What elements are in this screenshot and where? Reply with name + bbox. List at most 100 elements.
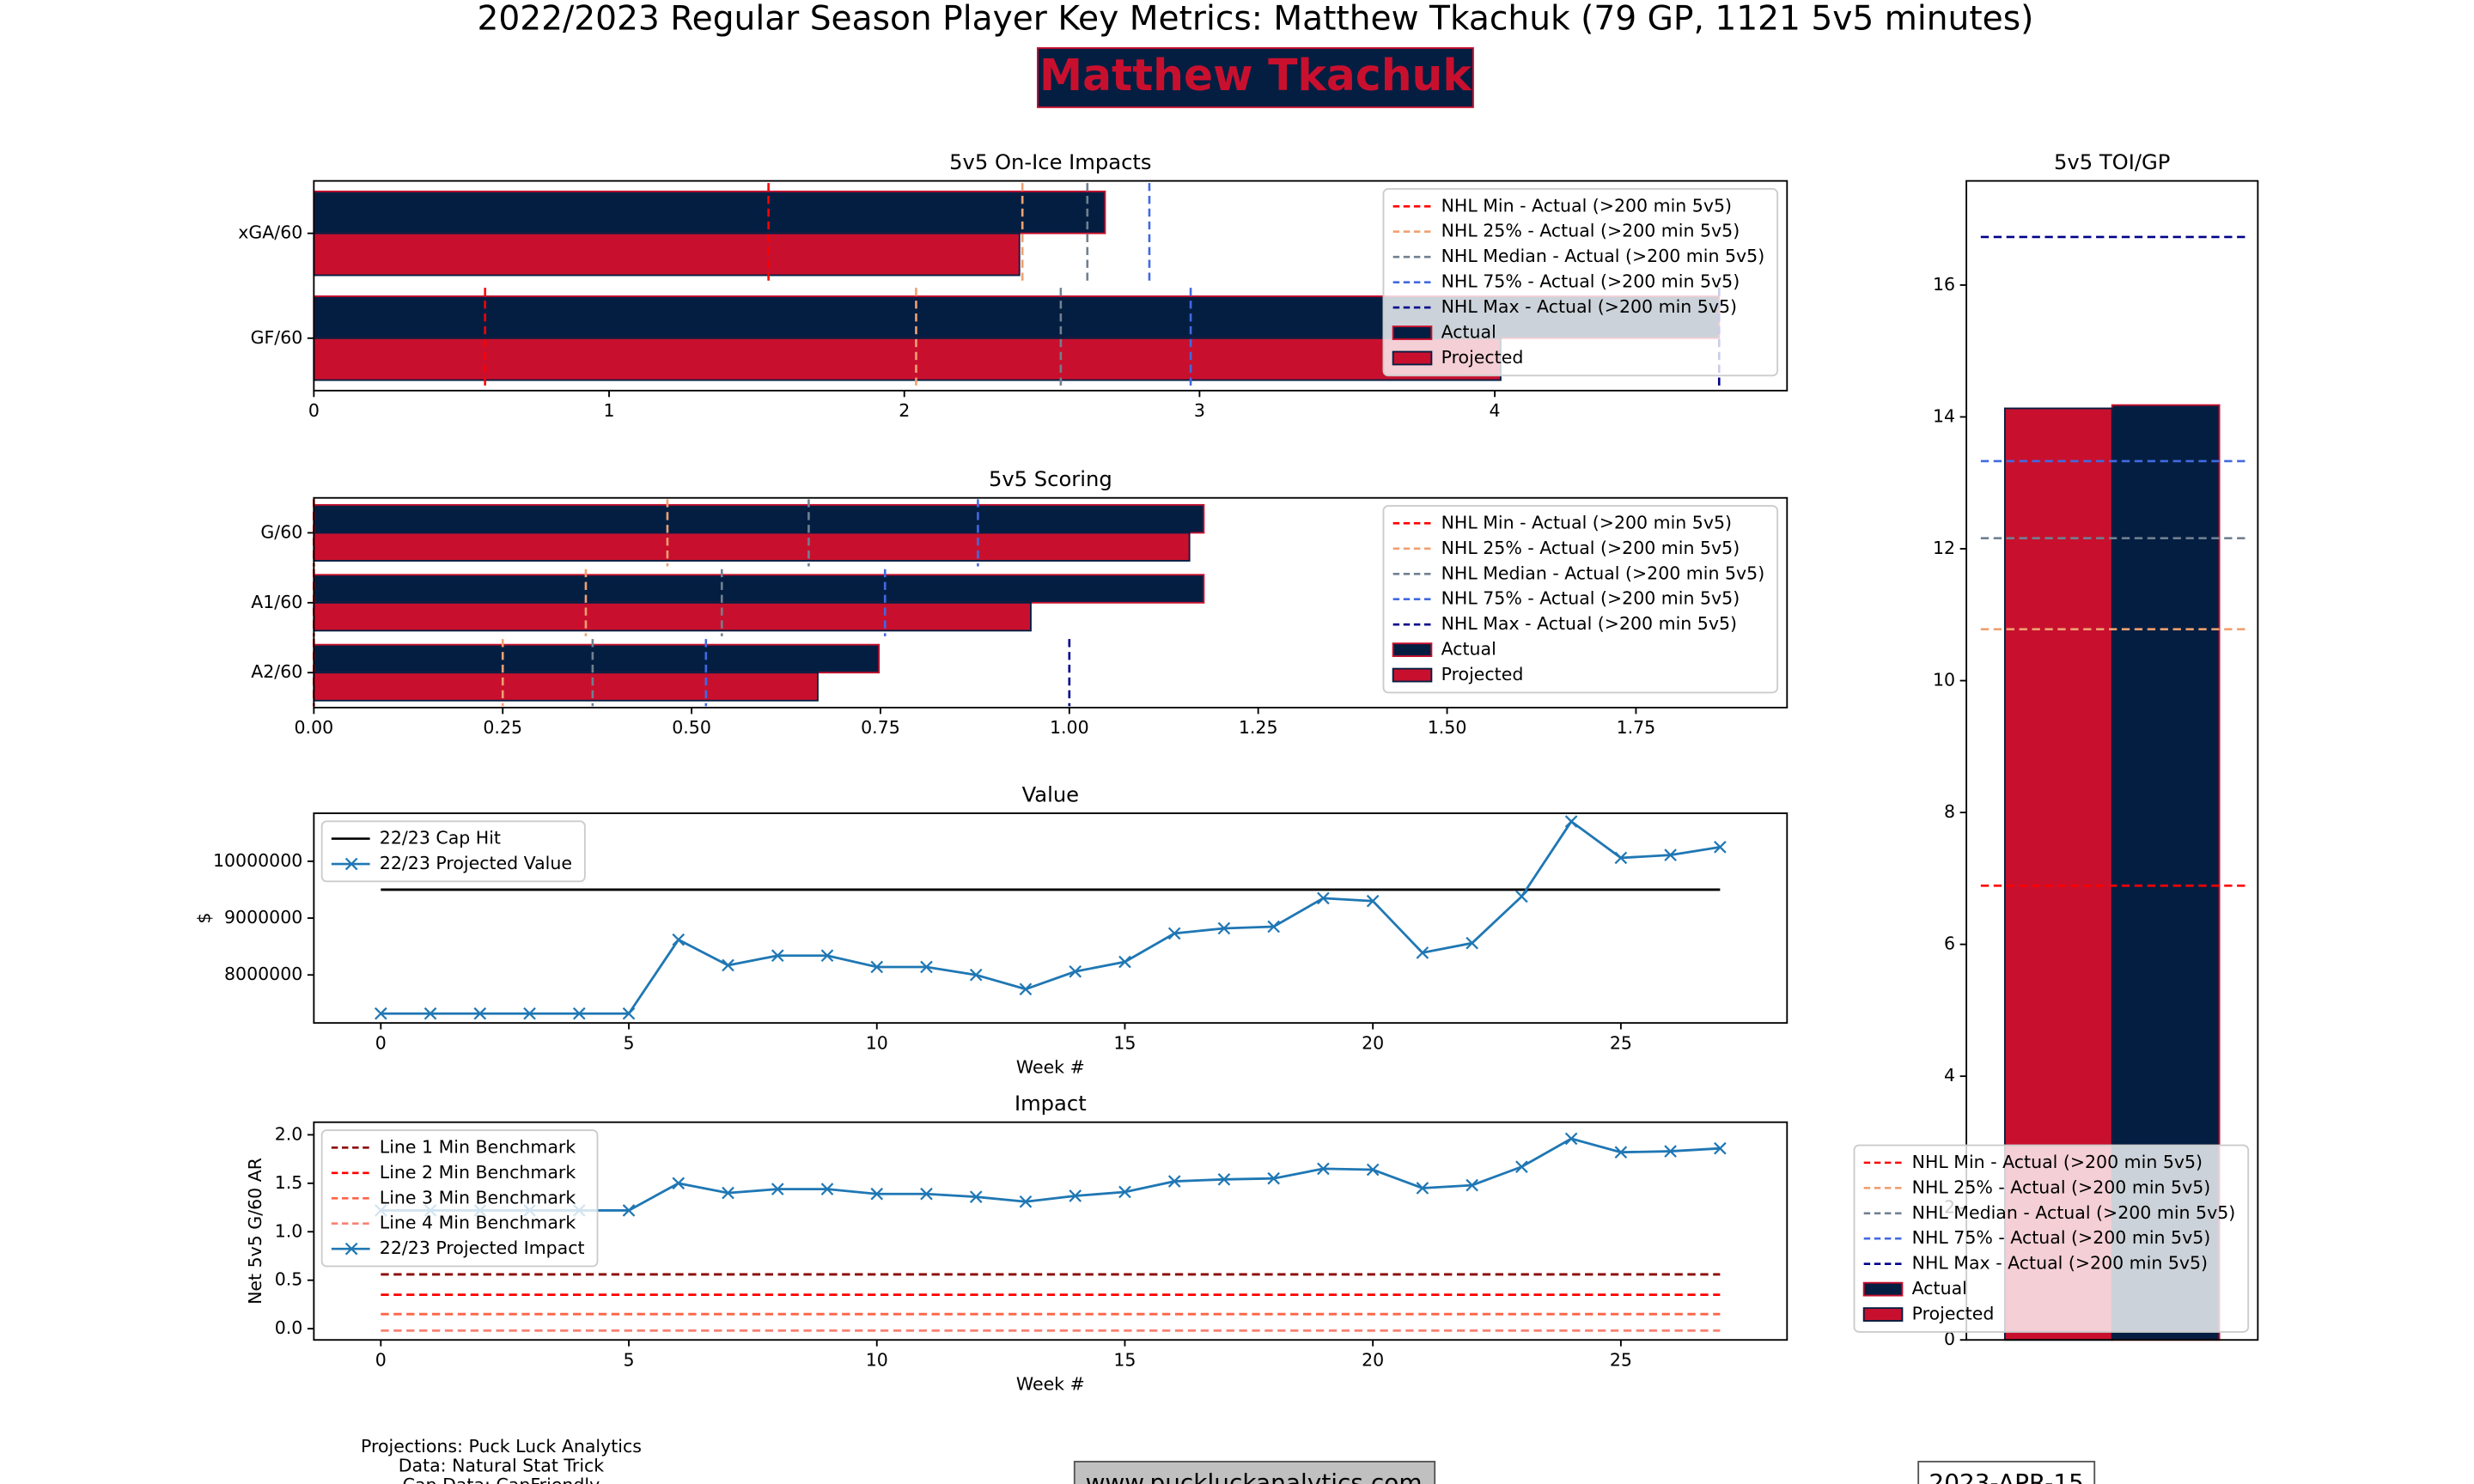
x-tick-label: 5 (624, 1032, 635, 1053)
legend-swatch (1862, 1281, 1904, 1297)
point-marker (1019, 982, 1033, 996)
bar (313, 232, 1021, 277)
plot-frame (313, 179, 1788, 392)
point-marker (622, 1007, 636, 1020)
legend-label: NHL Min - Actual (>200 min 5v5) (1441, 195, 1732, 216)
point-marker (1515, 1160, 1528, 1173)
credit: Data: Natural Stat Trick (399, 1455, 605, 1475)
credit: Projections: Puck Luck Analytics (361, 1436, 642, 1457)
legend-label: NHL 25% - Actual (>200 min 5v5) (1441, 221, 1740, 241)
website: www.puckluckanalytics.com (1086, 1469, 1423, 1484)
date: 2023-APR-15 (1929, 1469, 2084, 1484)
legend-swatch (1392, 642, 1433, 658)
point-marker (1714, 1141, 1727, 1155)
bar (313, 532, 1191, 562)
bar (313, 503, 1205, 534)
legend-box (320, 1129, 599, 1268)
y-tick-label: 14 (1933, 405, 1955, 426)
y-tick-label: 0.5 (275, 1269, 303, 1290)
legend-label: NHL Median - Actual (>200 min 5v5) (1441, 246, 1765, 266)
legend-label: Actual (1912, 1278, 1967, 1298)
x-tick-label: 0 (375, 1032, 387, 1053)
subtitle: Matthew Tkachuk (1039, 50, 1472, 100)
legend-label: NHL Min - Actual (>200 min 5v5) (1441, 512, 1732, 532)
point-marker (424, 1007, 437, 1020)
date-box (1917, 1460, 2096, 1484)
y-tick-label: 6 (1944, 934, 1955, 954)
bar (313, 601, 1032, 632)
legend-label: NHL Max - Actual (>200 min 5v5) (1441, 296, 1737, 317)
point-marker (1217, 921, 1231, 935)
y-tick-label: 9000000 (224, 907, 302, 928)
legend-label: NHL 75% - Actual (>200 min 5v5) (1441, 588, 1740, 609)
legend-label: NHL Max - Actual (>200 min 5v5) (1912, 1253, 2208, 1274)
point-marker (1317, 891, 1330, 905)
y-tick-label: 0.0 (275, 1317, 303, 1338)
chart-title: 5v5 On-Ice Impacts (949, 150, 1151, 174)
point-marker (1217, 1172, 1231, 1186)
y-tick-label: 0 (1944, 1329, 1955, 1349)
point-marker (870, 1187, 884, 1201)
x-tick-label: 10 (866, 1032, 888, 1053)
plot-frame (313, 1121, 1788, 1341)
point-marker (969, 1190, 983, 1203)
legend-label: 22/23 Projected Impact (380, 1238, 585, 1258)
x-tick-label: 15 (1113, 1032, 1136, 1053)
bar (313, 190, 1106, 234)
legend-label: Projected (1441, 347, 1524, 368)
point-marker (1267, 920, 1280, 934)
bar (313, 337, 1502, 381)
legend-label: Projected (1441, 664, 1524, 684)
legend-label: Line 4 Min Benchmark (380, 1213, 576, 1233)
y-tick-label: G/60 (260, 521, 302, 542)
legend-label: Line 2 Min Benchmark (380, 1162, 576, 1183)
y-tick-label: 2.0 (275, 1123, 303, 1144)
x-tick-label: 10 (866, 1349, 888, 1370)
legend-label: NHL Median - Actual (>200 min 5v5) (1441, 563, 1765, 583)
legend-swatch (1392, 325, 1433, 340)
point-marker (722, 1186, 734, 1200)
point-marker (1069, 1189, 1082, 1202)
x-tick-label: 0 (308, 400, 320, 421)
point-marker (1564, 815, 1578, 828)
legend-swatch (1392, 350, 1433, 366)
x-tick-label: 4 (1490, 400, 1501, 421)
legend-box (1853, 1144, 2250, 1333)
point-marker (1664, 848, 1677, 861)
legend-swatch (1862, 1307, 1904, 1322)
y-tick-label: 8000000 (224, 964, 302, 984)
point-marker (1416, 946, 1429, 959)
legend-label: NHL Min - Actual (>200 min 5v5) (1912, 1152, 2203, 1172)
y-tick-label: xGA/60 (238, 222, 302, 243)
legend-label: Line 3 Min Benchmark (380, 1187, 576, 1207)
x-tick-label: 20 (1362, 1032, 1384, 1053)
point-marker (1317, 1162, 1330, 1176)
chart-title: Impact (1015, 1092, 1087, 1116)
legend-label: Actual (1441, 639, 1496, 660)
point-marker (672, 1177, 686, 1190)
legend-box (320, 820, 586, 883)
x-axis-label: Week # (1016, 1373, 1085, 1394)
y-tick-label: 1.5 (275, 1172, 303, 1193)
y-axis-label: $ (194, 913, 215, 924)
point-marker (1614, 1146, 1628, 1159)
point-marker (473, 1007, 487, 1020)
point-marker (1167, 927, 1181, 940)
point-marker (870, 960, 884, 974)
point-marker (1416, 1182, 1429, 1195)
website-box (1073, 1460, 1436, 1484)
chart-title: Value (1022, 782, 1080, 806)
series-line (381, 1137, 1721, 1212)
point-marker (1267, 1171, 1280, 1185)
x-tick-label: 0.25 (483, 717, 522, 738)
point-marker (622, 1204, 636, 1217)
legend-marker (344, 1242, 358, 1256)
y-tick-label: A1/60 (251, 592, 302, 612)
legend-label: NHL Median - Actual (>200 min 5v5) (1912, 1202, 2236, 1223)
point-marker (523, 1007, 536, 1020)
legend-label: 22/23 Projected Value (380, 853, 572, 873)
x-tick-label: 3 (1194, 400, 1205, 421)
point-marker (1118, 955, 1131, 969)
point-marker (771, 1183, 784, 1195)
x-tick-label: 5 (624, 1349, 635, 1370)
